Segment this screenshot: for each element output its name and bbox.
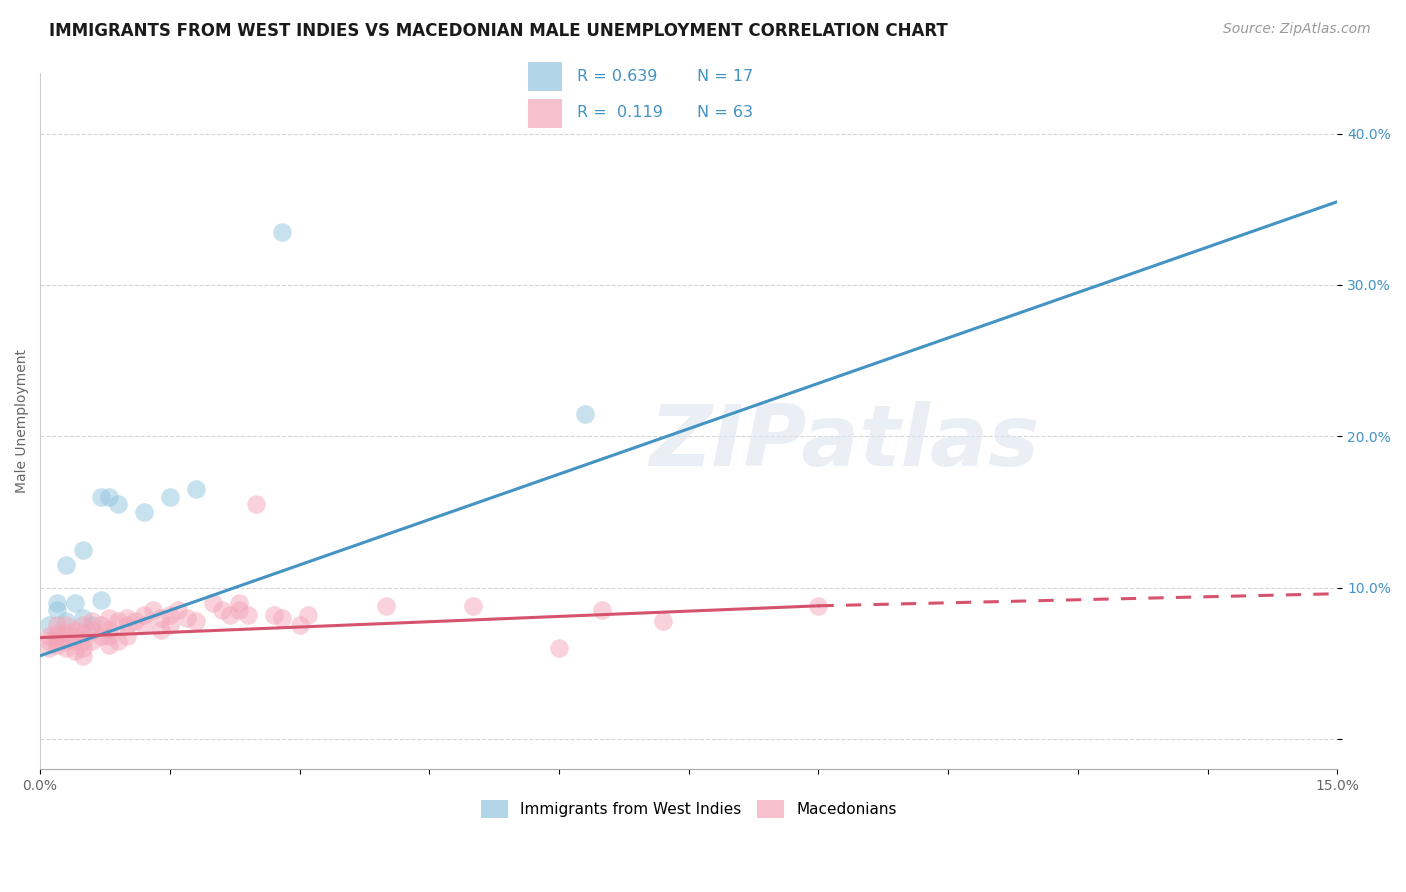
Point [159, 490, 181, 504]
Point [90, 618, 112, 632]
Point [591, 603, 613, 617]
Point [63, 629, 86, 643]
Point [236, 607, 259, 622]
Point [574, 407, 596, 421]
Point [141, 603, 163, 617]
Point [107, 497, 129, 511]
Point [115, 611, 138, 625]
Point [228, 603, 250, 617]
Point [159, 618, 181, 632]
Point [271, 611, 294, 625]
Point [98, 623, 121, 637]
Point [80, 618, 103, 632]
Point [115, 629, 138, 643]
Point [211, 603, 233, 617]
Point [80, 633, 103, 648]
Point [90, 592, 112, 607]
Point [38, 629, 60, 643]
Point [72, 633, 94, 648]
Point [46, 596, 69, 610]
Point [107, 633, 129, 648]
Point [46, 633, 69, 648]
Point [46, 626, 69, 640]
Point [46, 618, 69, 632]
Point [98, 611, 121, 625]
FancyBboxPatch shape [529, 99, 562, 128]
Point [90, 629, 112, 643]
Point [184, 614, 207, 628]
Point [228, 596, 250, 610]
Point [651, 614, 673, 628]
Point [184, 482, 207, 496]
Point [263, 607, 285, 622]
Point [55, 614, 77, 628]
Text: N = 17: N = 17 [697, 69, 754, 84]
Point [548, 641, 571, 656]
Point [159, 607, 181, 622]
Point [55, 641, 77, 656]
Point [115, 618, 138, 632]
Point [98, 629, 121, 643]
Text: ZIPatlas: ZIPatlas [650, 401, 1039, 483]
Point [132, 618, 155, 632]
Text: N = 63: N = 63 [697, 105, 754, 120]
Point [63, 596, 86, 610]
Point [98, 490, 121, 504]
Point [72, 611, 94, 625]
Point [46, 629, 69, 643]
FancyBboxPatch shape [529, 62, 562, 91]
Point [80, 614, 103, 628]
Point [219, 607, 242, 622]
Point [38, 618, 60, 632]
Point [461, 599, 484, 613]
Point [245, 497, 267, 511]
Point [63, 644, 86, 658]
Point [55, 558, 77, 572]
Point [72, 618, 94, 632]
Text: Source: ZipAtlas.com: Source: ZipAtlas.com [1223, 22, 1371, 37]
Point [63, 623, 86, 637]
Point [132, 607, 155, 622]
Point [55, 633, 77, 648]
Point [807, 599, 830, 613]
Point [80, 623, 103, 637]
Point [46, 603, 69, 617]
Point [297, 607, 319, 622]
Point [72, 641, 94, 656]
Point [150, 611, 173, 625]
Text: R =  0.119: R = 0.119 [578, 105, 664, 120]
Point [202, 596, 225, 610]
Point [132, 505, 155, 519]
Point [72, 626, 94, 640]
Point [271, 225, 294, 239]
Point [98, 638, 121, 652]
Text: IMMIGRANTS FROM WEST INDIES VS MACEDONIAN MALE UNEMPLOYMENT CORRELATION CHART: IMMIGRANTS FROM WEST INDIES VS MACEDONIA… [49, 22, 948, 40]
Point [72, 648, 94, 663]
Point [46, 638, 69, 652]
Point [375, 599, 398, 613]
Point [176, 611, 198, 625]
Point [167, 603, 190, 617]
Point [150, 623, 173, 637]
Point [124, 614, 146, 628]
Point [63, 633, 86, 648]
Point [55, 618, 77, 632]
Point [38, 633, 60, 648]
Point [55, 626, 77, 640]
Point [107, 614, 129, 628]
Point [38, 641, 60, 656]
Point [288, 618, 311, 632]
Text: R = 0.639: R = 0.639 [578, 69, 658, 84]
Point [90, 490, 112, 504]
Legend: Immigrants from West Indies, Macedonians: Immigrants from West Indies, Macedonians [474, 794, 903, 824]
Point [72, 542, 94, 557]
Y-axis label: Male Unemployment: Male Unemployment [15, 349, 30, 493]
